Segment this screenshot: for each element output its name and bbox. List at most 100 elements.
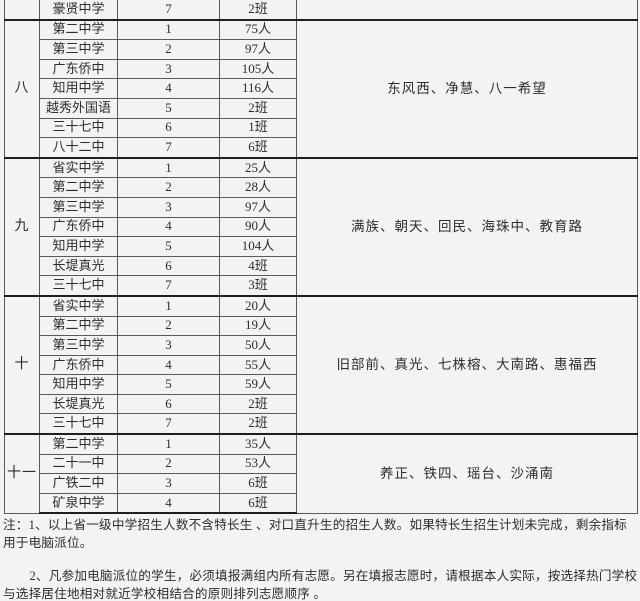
table-row: 矿泉中学 4 6班: [5, 492, 638, 515]
school-cell: 广东侨中: [39, 354, 118, 376]
order-cell: 2: [117, 177, 220, 198]
school-cell: 八十二中: [39, 137, 118, 159]
school-cell: 省实中学: [39, 156, 118, 179]
quota-cell: 50人: [219, 335, 297, 356]
order-cell: 5: [117, 97, 220, 119]
quota-cell: 53人: [219, 453, 297, 475]
table-row: 八十二中 7 6班: [5, 137, 638, 159]
order-cell: 6: [117, 255, 220, 277]
school-cell: 第二中学: [39, 18, 118, 41]
school-cell: 知用中学: [39, 78, 118, 99]
school-cell: 二十一中: [39, 453, 118, 475]
school-cell: 广东侨中: [39, 58, 118, 80]
table-row: 广铁二中 3 6班: [5, 473, 638, 494]
school-cell: 越秀外国语: [39, 97, 118, 119]
order-cell: 1: [117, 433, 220, 455]
order-cell: 7: [117, 137, 220, 159]
footnotes: 注：1、以上省一级中学招生人数不含特长生 、对口直升生的招生人数。如果特长生招生…: [3, 516, 638, 601]
order-cell: 5: [117, 236, 220, 257]
order-cell: 1: [117, 18, 220, 41]
quota-cell: 6班: [219, 473, 297, 494]
table-row: 广东侨中 4 90人: [5, 216, 638, 238]
school-cell: 三十七中: [39, 117, 118, 139]
quota-cell: 105人: [219, 58, 297, 80]
group-label-cell: 十: [4, 294, 40, 435]
table-row: 第三中学 3 50人: [5, 335, 638, 356]
school-cell: 长堤真光: [39, 393, 118, 415]
quota-cell: 4班: [219, 255, 297, 277]
order-cell: 1: [117, 294, 220, 317]
table-row: 三十七中 7 2班: [5, 413, 638, 435]
quota-cell: 25人: [219, 156, 297, 179]
order-cell: 3: [117, 196, 220, 218]
school-cell: 长堤真光: [39, 255, 118, 277]
table-row: 第三中学 2 97人: [5, 39, 638, 60]
quota-cell: 55人: [219, 354, 297, 376]
order-cell: 2: [117, 39, 220, 60]
order-cell: 4: [117, 216, 220, 238]
school-cell: 广铁二中: [39, 473, 118, 494]
table-row: 广东侨中 4 55人: [5, 354, 638, 376]
group-label-cell: 十一: [4, 433, 40, 514]
quota-cell: 59人: [219, 374, 297, 395]
table-row: 豪贤中学 7 2班: [4, 0, 638, 21]
quota-cell: 35人: [219, 433, 297, 455]
table-row: 十一 第二中学 1 35人 养正、铁四、瑶台、沙涌南: [4, 433, 638, 514]
table-row: 九 省实中学 1 25人 满族、朝天、回民、海珠中、教育路: [4, 156, 638, 297]
order-cell: 7: [117, 0, 220, 21]
quota-cell: 6班: [219, 492, 297, 515]
quota-cell: 97人: [219, 196, 297, 218]
region-cell: 满族、朝天、回民、海珠中、教育路: [296, 156, 638, 297]
order-cell: 4: [117, 78, 220, 99]
group-label-cell: [4, 0, 40, 21]
placement-table: 豪贤中学 7 2班 八 第二中学 1 75人 东风西、净慧、八一希望 第三中学 …: [4, 0, 638, 515]
table-row: 三十七中 7 3班: [5, 275, 638, 297]
quota-cell: 3班: [219, 275, 297, 297]
school-cell: 省实中学: [39, 294, 118, 317]
order-cell: 7: [117, 275, 220, 297]
order-cell: 5: [117, 374, 220, 395]
order-cell: 3: [117, 473, 220, 494]
order-cell: 2: [117, 315, 220, 337]
order-cell: 2: [117, 453, 220, 475]
table-row: 八 第二中学 1 75人 东风西、净慧、八一希望: [4, 18, 638, 159]
quota-cell: 97人: [219, 39, 297, 60]
order-cell: 6: [117, 393, 220, 415]
region-cell: 旧部前、真光、七株榕、大南路、惠福西: [296, 294, 638, 435]
school-cell: 知用中学: [39, 236, 118, 257]
table-row: 第二中学 2 19人: [5, 315, 638, 337]
order-cell: 3: [117, 58, 220, 80]
school-cell: 三十七中: [39, 413, 118, 435]
quota-cell: 2班: [219, 413, 297, 435]
quota-cell: 28人: [219, 177, 297, 198]
order-cell: 3: [117, 335, 220, 356]
school-cell: 豪贤中学: [39, 0, 118, 21]
note-1: 注：1、以上省一级中学招生人数不含特长生 、对口直升生的招生人数。如果特长生招生…: [3, 518, 627, 551]
school-cell: 第二中学: [39, 315, 118, 337]
note-2: 2、凡参加电脑派位的学生，必须填报满组内所有志愿。另在填报志愿时，请根据本人实际…: [3, 568, 638, 601]
quota-cell: 6班: [219, 137, 297, 159]
table-row: 长堤真光 6 4班: [5, 255, 638, 277]
quota-cell: 19人: [219, 315, 297, 337]
order-cell: 7: [117, 413, 220, 435]
quota-cell: 75人: [219, 18, 297, 41]
quota-cell: 1班: [219, 117, 297, 139]
school-cell: 知用中学: [39, 374, 118, 395]
school-cell: 第三中学: [39, 196, 118, 218]
region-cell: 东风西、净慧、八一希望: [296, 18, 638, 159]
order-cell: 4: [117, 492, 220, 515]
table-row: 二十一中 2 53人: [5, 453, 638, 475]
school-cell: 第三中学: [39, 335, 118, 356]
region-cell: 养正、铁四、瑶台、沙涌南: [296, 433, 638, 514]
table-row: 第三中学 3 97人: [5, 196, 638, 218]
quota-cell: 2班: [219, 97, 297, 119]
table-row: 长堤真光 6 2班: [5, 393, 638, 415]
quota-cell: 2班: [219, 0, 297, 21]
quota-cell: 2班: [219, 393, 297, 415]
region-cell: [296, 0, 638, 21]
group-label-cell: 九: [4, 156, 40, 297]
table-row: 十 省实中学 1 20人 旧部前、真光、七株榕、大南路、惠福西: [4, 294, 638, 435]
school-cell: 矿泉中学: [39, 492, 118, 515]
school-cell: 第二中学: [39, 177, 118, 198]
